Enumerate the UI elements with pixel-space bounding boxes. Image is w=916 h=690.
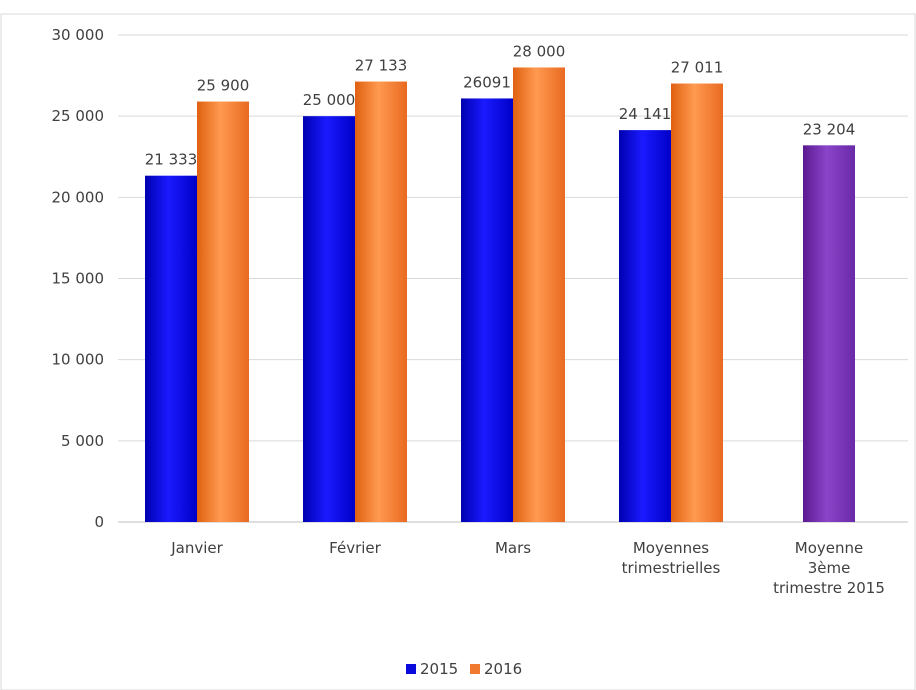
bar-2016-1: [355, 81, 407, 523]
x-category-label: 3ème: [808, 559, 851, 577]
y-tick-label: 20 000: [52, 188, 105, 206]
x-category-label: Février: [329, 539, 381, 557]
x-category-label: trimestre 2015: [773, 579, 885, 597]
y-tick-label: 5 000: [61, 432, 104, 450]
bar-2016-2: [513, 67, 565, 522]
data-label: 27 011: [671, 59, 724, 77]
bar-moyenne-4: [803, 145, 855, 523]
y-tick-label: 0: [94, 513, 104, 531]
data-label: 25 900: [197, 77, 250, 95]
data-label: 26091: [463, 73, 511, 91]
legend-swatch-2015: [406, 664, 416, 674]
y-tick-label: 10 000: [52, 351, 105, 369]
data-label: 23 204: [803, 120, 856, 138]
data-label: 27 133: [355, 57, 408, 75]
bar-2016-3: [671, 83, 723, 523]
legend-label-2015: 2015: [420, 660, 458, 678]
data-label: 28 000: [513, 42, 566, 60]
bar-2015-3: [619, 130, 671, 523]
y-tick-label: 30 000: [52, 26, 105, 44]
x-category-label: Moyennes: [633, 539, 709, 557]
x-category-label: Mars: [495, 539, 531, 557]
legend-swatch-2016: [470, 664, 480, 674]
bar-2015-2: [461, 98, 513, 522]
bar-2015-0: [145, 175, 197, 522]
data-label: 24 141: [619, 105, 672, 123]
data-label: 25 000: [303, 91, 356, 109]
legend-label-2016: 2016: [484, 660, 522, 678]
y-tick-label: 15 000: [52, 270, 105, 288]
bar-2015-1: [303, 116, 355, 523]
bar-2016-0: [197, 101, 249, 522]
x-category-label: Moyenne: [795, 539, 863, 557]
x-category-label: Janvier: [170, 539, 223, 557]
y-tick-label: 25 000: [52, 107, 105, 125]
data-label: 21 333: [145, 151, 198, 169]
x-category-label: trimestrielles: [622, 559, 721, 577]
